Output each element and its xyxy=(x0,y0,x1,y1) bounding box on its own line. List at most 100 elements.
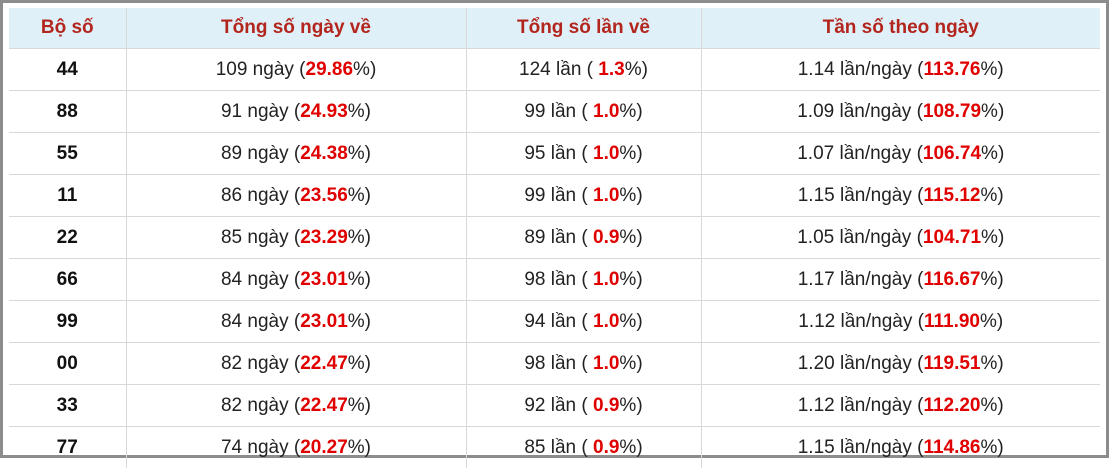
highlight-value: 1.0 xyxy=(593,143,619,164)
table-cell: 109 ngày (29.86%) xyxy=(126,49,466,91)
cell-text: %) xyxy=(981,143,1004,164)
table-cell: 89 lần ( 0.9%) xyxy=(466,217,701,259)
cell-text: %) xyxy=(348,143,371,164)
table-cell: 98 lần ( 1.0%) xyxy=(466,259,701,301)
cell-text: %) xyxy=(348,395,371,416)
cell-text: 99 lần ( xyxy=(524,101,593,122)
cell-text: 1.12 lần/ngày ( xyxy=(798,395,924,416)
cell-text: %) xyxy=(981,269,1004,290)
cell-text: 99 xyxy=(57,311,78,332)
table-cell: 99 lần ( 1.0%) xyxy=(466,175,701,217)
cell-text: %) xyxy=(981,437,1004,458)
cell-text: %) xyxy=(619,311,642,332)
table-cell: 1.20 lần/ngày (119.51%) xyxy=(701,343,1100,385)
cell-text: 99 lần ( xyxy=(524,185,593,206)
highlight-value: 112.20 xyxy=(923,395,980,416)
table-cell: 22 xyxy=(9,217,126,259)
cell-text: %) xyxy=(348,227,371,248)
highlight-value: 22.47 xyxy=(300,395,348,416)
cell-text: %) xyxy=(981,227,1004,248)
table-cell: 88 xyxy=(9,91,126,133)
cell-text: 92 lần ( xyxy=(524,395,593,416)
highlight-value: 23.01 xyxy=(300,269,348,290)
cell-text: %) xyxy=(348,269,371,290)
cell-text: 1.12 lần/ngày ( xyxy=(798,311,924,332)
header-cell: Tổng số lần về xyxy=(466,8,701,49)
table-cell: 86 ngày (23.56%) xyxy=(126,175,466,217)
table-row: 77 74 ngày (20.27%)85 lần ( 0.9%)1.15 lần… xyxy=(9,427,1100,468)
table-cell: 1.15 lần/ngày (115.12%) xyxy=(701,175,1100,217)
cell-text: %) xyxy=(981,353,1004,374)
cell-text: 91 ngày ( xyxy=(221,101,300,122)
highlight-value: 115.12 xyxy=(923,185,980,206)
table-cell: 1.15 lần/ngày (114.86%) xyxy=(701,427,1100,468)
cell-text: 1.20 lần/ngày ( xyxy=(798,353,924,374)
cell-text: 89 ngày ( xyxy=(221,143,300,164)
table-cell: 1.14 lần/ngày (113.76%) xyxy=(701,49,1100,91)
cell-text: %) xyxy=(348,437,371,458)
cell-text: 84 ngày ( xyxy=(221,269,300,290)
header-cell: Tần số theo ngày xyxy=(701,8,1100,49)
table-cell: 33 xyxy=(9,385,126,427)
table-cell: 99 xyxy=(9,301,126,343)
highlight-value: 29.86 xyxy=(306,59,354,80)
table-cell: 95 lần ( 1.0%) xyxy=(466,133,701,175)
cell-text: 89 lần ( xyxy=(524,227,593,248)
cell-text: %) xyxy=(619,395,642,416)
cell-text: %) xyxy=(348,311,371,332)
highlight-value: 23.29 xyxy=(300,227,348,248)
cell-text: %) xyxy=(619,185,642,206)
highlight-value: 119.51 xyxy=(923,353,980,374)
cell-text: 55 xyxy=(57,143,78,164)
table-cell: 77 xyxy=(9,427,126,468)
cell-text: 77 xyxy=(57,437,78,458)
highlight-value: 1.0 xyxy=(593,269,619,290)
cell-text: %) xyxy=(619,101,642,122)
table-cell: 44 xyxy=(9,49,126,91)
cell-text: 66 xyxy=(57,269,78,290)
cell-text: 00 xyxy=(57,353,78,374)
table-cell: 74 ngày (20.27%) xyxy=(126,427,466,468)
highlight-value: 23.01 xyxy=(300,311,348,332)
cell-text: %) xyxy=(625,59,648,80)
cell-text: %) xyxy=(353,59,376,80)
table-cell: 66 xyxy=(9,259,126,301)
cell-text: 88 xyxy=(57,101,78,122)
table-cell: 92 lần ( 0.9%) xyxy=(466,385,701,427)
highlight-value: 22.47 xyxy=(300,353,348,374)
table-cell: 98 lần ( 1.0%) xyxy=(466,343,701,385)
cell-text: %) xyxy=(348,101,371,122)
table-cell: 85 lần ( 0.9%) xyxy=(466,427,701,468)
cell-text: 1.15 lần/ngày ( xyxy=(798,185,924,206)
highlight-value: 0.9 xyxy=(593,395,619,416)
cell-text: %) xyxy=(619,353,642,374)
table-cell: 89 ngày (24.38%) xyxy=(126,133,466,175)
highlight-value: 20.27 xyxy=(300,437,348,458)
table-cell: 84 ngày (23.01%) xyxy=(126,259,466,301)
highlight-value: 108.79 xyxy=(923,101,981,122)
cell-text: 98 lần ( xyxy=(524,269,593,290)
highlight-value: 114.86 xyxy=(923,437,980,458)
cell-text: %) xyxy=(619,437,642,458)
table-cell: 99 lần ( 1.0%) xyxy=(466,91,701,133)
table-cell: 1.09 lần/ngày (108.79%) xyxy=(701,91,1100,133)
table-cell: 84 ngày (23.01%) xyxy=(126,301,466,343)
highlight-value: 0.9 xyxy=(593,227,619,248)
header-cell: Bộ số xyxy=(9,8,126,49)
header-cell: Tổng số ngày về xyxy=(126,8,466,49)
cell-text: 94 lần ( xyxy=(524,311,593,332)
cell-text: %) xyxy=(619,227,642,248)
table-cell: 94 lần ( 1.0%) xyxy=(466,301,701,343)
table-cell: 82 ngày (22.47%) xyxy=(126,343,466,385)
cell-text: 109 ngày ( xyxy=(216,59,306,80)
table-cell: 1.12 lần/ngày (111.90%) xyxy=(701,301,1100,343)
